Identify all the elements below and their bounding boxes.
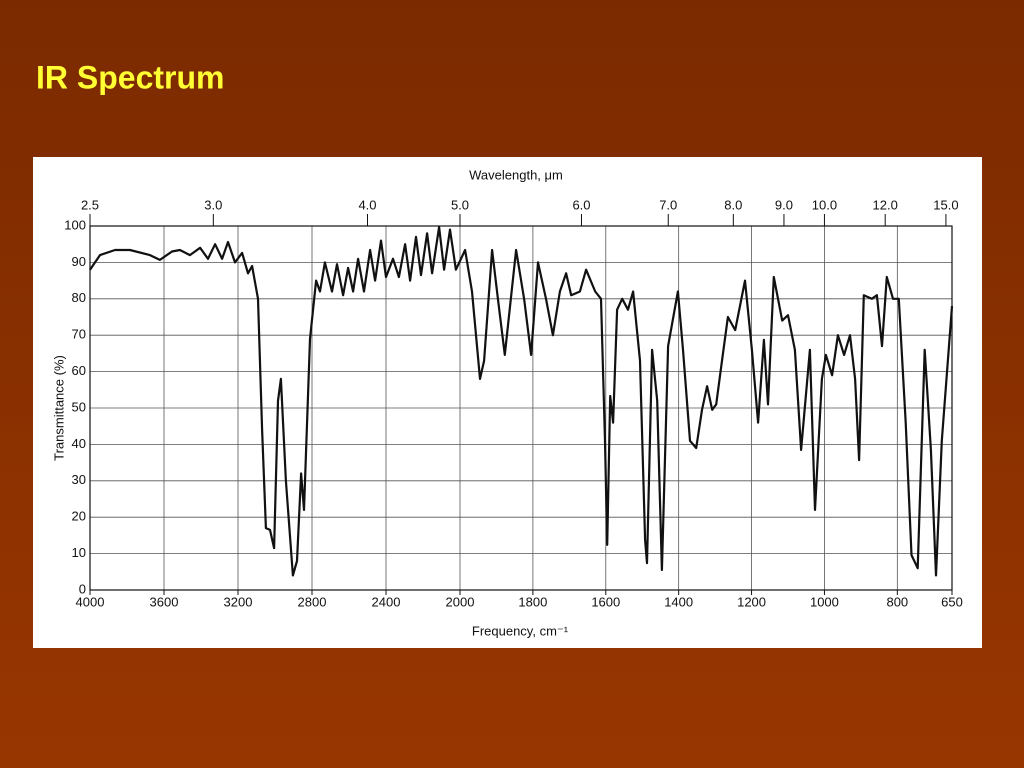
y-tick-label: 80 bbox=[72, 290, 86, 305]
x-tick-label: 3600 bbox=[150, 594, 179, 609]
x-tick-label: 800 bbox=[886, 594, 908, 609]
y-tick-label: 70 bbox=[72, 327, 86, 342]
x-tick-label: 650 bbox=[941, 594, 963, 609]
x-tick-label: 2800 bbox=[298, 594, 327, 609]
y-tick-label: 0 bbox=[79, 581, 86, 596]
x2-tick-label: 10.0 bbox=[812, 197, 837, 212]
x2-tick-label: 6.0 bbox=[572, 197, 590, 212]
x-tick-label: 1800 bbox=[518, 594, 547, 609]
x-tick-label: 1200 bbox=[737, 594, 766, 609]
x-axis-label: Frequency, cm⁻¹ bbox=[472, 623, 569, 638]
x-tick-label: 1600 bbox=[591, 594, 620, 609]
x-tick-label: 4000 bbox=[76, 594, 105, 609]
x-tick-label: 3200 bbox=[224, 594, 253, 609]
y-tick-label: 100 bbox=[64, 217, 86, 232]
y-tick-label: 40 bbox=[72, 436, 86, 451]
x-tick-label: 2000 bbox=[446, 594, 475, 609]
y-tick-label: 10 bbox=[72, 545, 86, 560]
x2-tick-label: 15.0 bbox=[933, 197, 958, 212]
y-tick-label: 60 bbox=[72, 363, 86, 378]
y-tick-label: 50 bbox=[72, 399, 86, 414]
x-tick-label: 1000 bbox=[810, 594, 839, 609]
x2-tick-label: 9.0 bbox=[775, 197, 793, 212]
y-tick-label: 30 bbox=[72, 472, 86, 487]
x2-tick-label: 7.0 bbox=[659, 197, 677, 212]
y-tick-label: 90 bbox=[72, 254, 86, 269]
x2-tick-label: 12.0 bbox=[873, 197, 898, 212]
x2-tick-label: 3.0 bbox=[204, 197, 222, 212]
chart-panel bbox=[33, 157, 982, 648]
x2-tick-label: 4.0 bbox=[358, 197, 376, 212]
slide-title: IR Spectrum bbox=[36, 59, 224, 95]
x-tick-label: 1400 bbox=[664, 594, 693, 609]
x2-tick-label: 5.0 bbox=[451, 197, 469, 212]
spectrum-line bbox=[89, 226, 954, 577]
x-tick-label: 2400 bbox=[372, 594, 401, 609]
x2-axis-label: Wavelength, μm bbox=[469, 167, 563, 182]
y-tick-label: 20 bbox=[72, 509, 86, 524]
y-axis-label: Transmittance (%) bbox=[51, 355, 66, 461]
x2-tick-label: 2.5 bbox=[81, 197, 99, 212]
x2-tick-label: 8.0 bbox=[724, 197, 742, 212]
plot-frame bbox=[89, 225, 953, 591]
